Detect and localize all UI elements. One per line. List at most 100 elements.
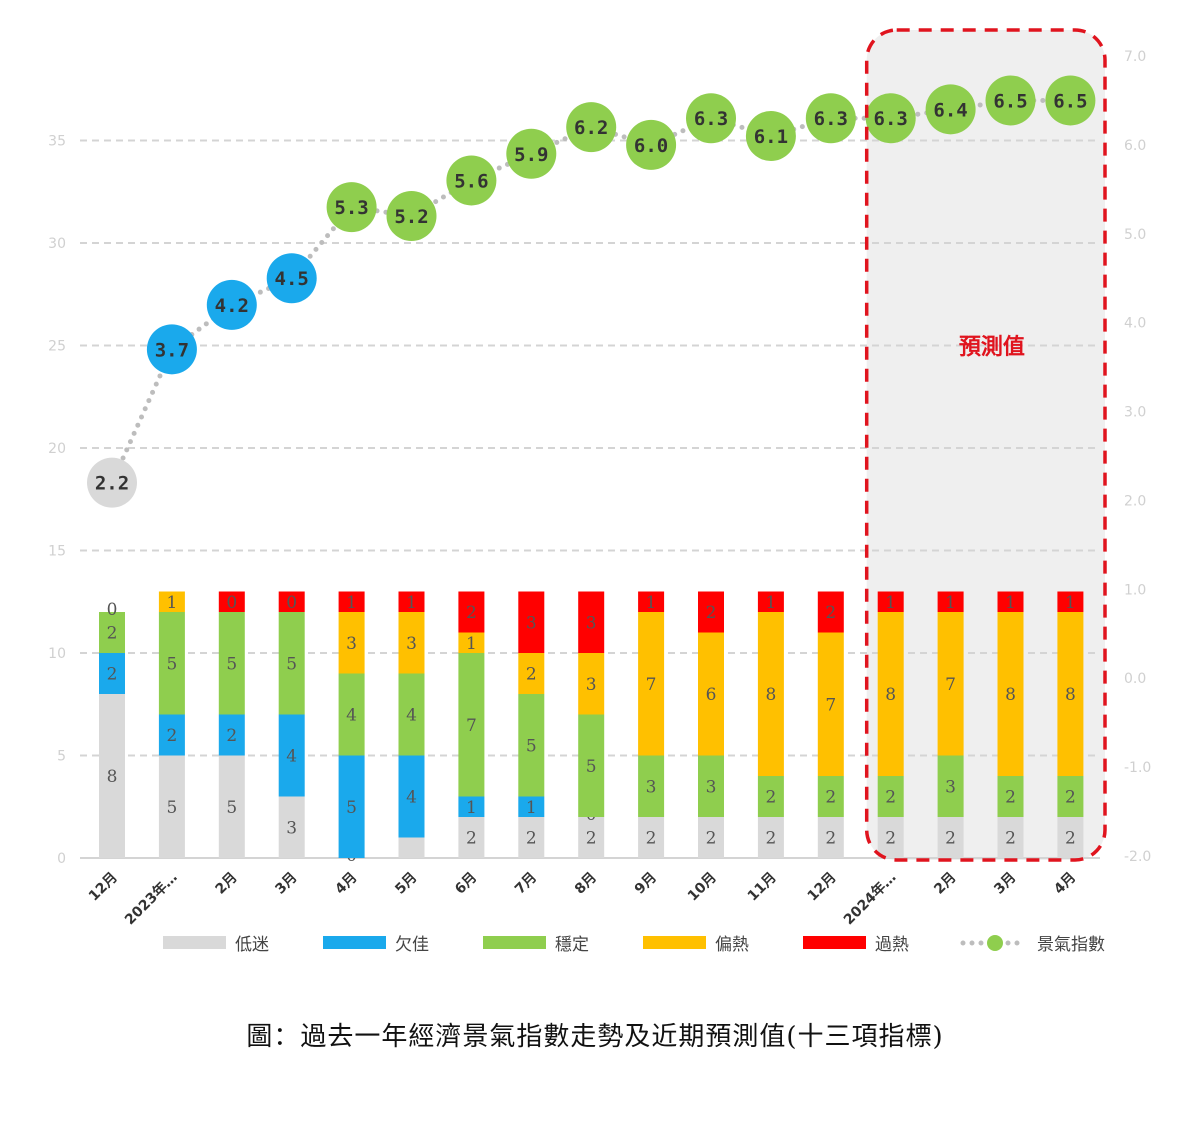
- bar-segment-5: [578, 591, 605, 653]
- bar-value-label: 3: [646, 777, 657, 797]
- bar-segment-1: [398, 837, 425, 858]
- index-point: [446, 155, 497, 206]
- bar-segment-2: [398, 755, 425, 838]
- bar-value-label: 2: [885, 829, 896, 849]
- left-axis-tick: 10: [48, 646, 66, 662]
- bar-value-label: 1: [166, 593, 177, 613]
- bar-value-label: 0: [226, 593, 237, 613]
- bar-value-label: 2: [466, 829, 477, 849]
- bar-segment-3: [458, 653, 485, 797]
- category-label: 2月: [213, 870, 241, 898]
- bar-value-label: 2: [945, 829, 956, 849]
- legend-label: 景氣指數: [1037, 935, 1105, 955]
- index-point: [745, 111, 796, 161]
- bar-segment-4: [757, 612, 784, 776]
- legend-swatch: [163, 936, 226, 949]
- bar-segment-5: [398, 591, 425, 612]
- right-axis-tick: 3.0: [1124, 405, 1146, 421]
- bar-segment-1: [278, 796, 305, 858]
- figure-caption: 圖：過去一年經濟景氣指數走勢及近期預測值(十三項指標): [246, 1022, 944, 1052]
- bar-segment-4: [458, 632, 485, 653]
- bar-segment-4: [817, 632, 844, 776]
- bar-segment-4: [877, 612, 904, 776]
- bar-value-label: 1: [466, 634, 477, 654]
- bar-value-label: 3: [286, 818, 297, 838]
- bar-value-label: 5: [586, 757, 597, 777]
- bar-value-label: 2: [1065, 788, 1076, 808]
- index-point: [266, 253, 317, 304]
- right-axis-tick: 5.0: [1124, 227, 1146, 243]
- bar-value-label: 1: [1005, 593, 1016, 613]
- bar-value-label: 2: [825, 603, 836, 623]
- bar-value-label: 2: [885, 788, 896, 808]
- bar-value-label: 5: [166, 654, 177, 674]
- right-axis-tick: 6.0: [1124, 138, 1146, 154]
- index-value-label: 5.9: [514, 144, 548, 166]
- category-label: 4月: [1051, 870, 1079, 898]
- bar-value-label: 1: [466, 798, 477, 818]
- legend-swatch: [323, 936, 386, 949]
- bar-segment-3: [578, 714, 605, 817]
- bar-value-label: 4: [346, 706, 357, 726]
- bar-segment-2: [158, 714, 185, 756]
- bar-value-label: 8: [1005, 685, 1016, 705]
- bar-value-label: 3: [945, 777, 956, 797]
- index-value-label: 6.4: [933, 99, 967, 121]
- category-label: 3月: [272, 870, 300, 898]
- bar-value-label: 2: [765, 829, 776, 849]
- bar-value-label: 3: [406, 634, 417, 654]
- right-axis-tick: 4.0: [1124, 316, 1146, 332]
- bar-segment-5: [817, 591, 844, 633]
- bar-segment-4: [698, 632, 724, 756]
- category-label: 5月: [392, 870, 420, 898]
- index-value-label: 5.3: [334, 197, 368, 219]
- bar-segment-2: [99, 653, 125, 694]
- index-point: [386, 191, 437, 241]
- bar-value-label: 2: [226, 726, 237, 746]
- right-axis-tick: 2.0: [1124, 493, 1146, 509]
- bar-segment-3: [278, 612, 305, 715]
- bar-value-label: 2: [1005, 788, 1016, 808]
- bar-value-label: 2: [466, 603, 477, 623]
- index-value-label: 5.2: [394, 206, 428, 228]
- right-axis-tick: -2.0: [1124, 849, 1151, 865]
- bar-value-label: 5: [286, 654, 297, 674]
- bar-segment-2: [218, 714, 245, 756]
- index-point: [326, 182, 377, 233]
- bar-value-label: 3: [586, 613, 597, 633]
- index-value-label: 3.7: [155, 339, 189, 361]
- bar-value-label: 7: [945, 675, 956, 695]
- bar-value-label: 5: [226, 798, 237, 818]
- bar-value-label: 5: [346, 798, 357, 818]
- bar-value-label: 0: [107, 600, 118, 620]
- bar-value-label: 2: [1005, 829, 1016, 849]
- index-point: [805, 93, 856, 144]
- bar-value-label: 2: [107, 624, 118, 644]
- bar-segment-4: [578, 653, 605, 715]
- index-point: [626, 119, 677, 170]
- bar-value-label: 1: [346, 593, 357, 613]
- bar-segment-5: [278, 591, 305, 612]
- bar-value-label: 0: [286, 593, 297, 613]
- bar-segment-1: [757, 817, 784, 858]
- bar-segment-3: [817, 776, 844, 817]
- index-value-label: 6.3: [874, 108, 908, 130]
- bar-segment-1: [817, 817, 844, 858]
- bar-segment-3: [338, 673, 365, 756]
- bar-value-label: 3: [526, 613, 537, 633]
- index-point: [1045, 75, 1096, 126]
- bar-value-label: 2: [526, 665, 537, 685]
- bar-segment-3: [99, 612, 125, 653]
- bar-segment-3: [1057, 776, 1084, 817]
- legend-label: 低迷: [235, 935, 269, 955]
- legend-swatch: [483, 936, 546, 949]
- bar-value-label: 3: [346, 634, 357, 654]
- category-label: 9月: [632, 870, 660, 898]
- index-point: [87, 457, 137, 508]
- index-value-label: 6.3: [814, 108, 848, 130]
- bar-segment-1: [458, 817, 485, 858]
- bar-value-label: 3: [586, 675, 597, 695]
- index-point: [566, 102, 617, 153]
- bar-value-label: 5: [526, 736, 537, 756]
- category-label: 10月: [685, 870, 720, 905]
